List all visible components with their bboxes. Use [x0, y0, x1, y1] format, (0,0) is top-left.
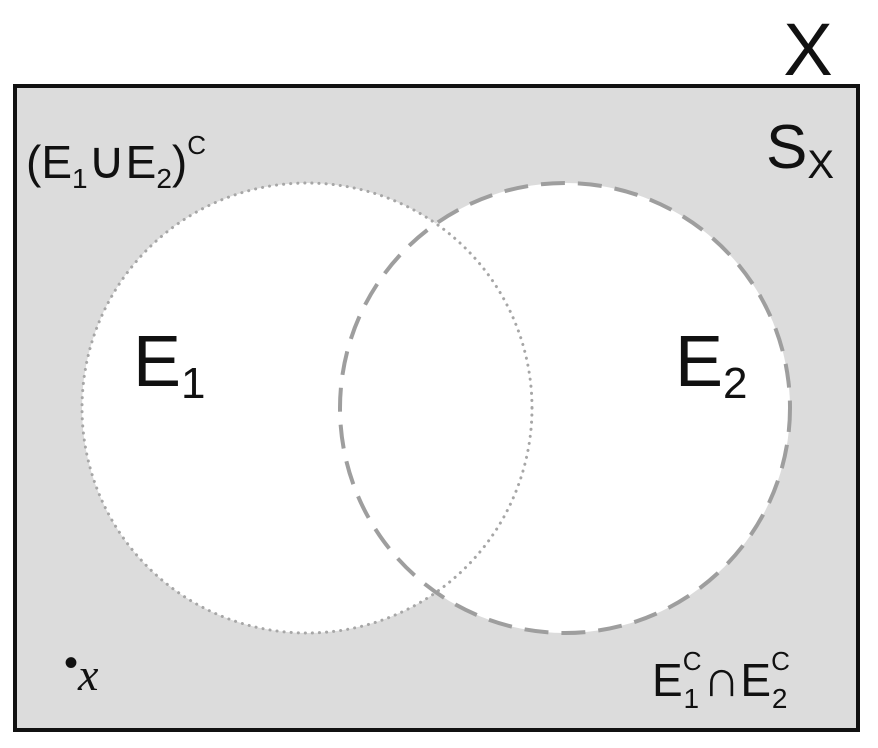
intersection-e1-symbol: E — [652, 654, 683, 706]
union-e2-symbol: E — [126, 136, 157, 188]
open-paren: ( — [26, 136, 42, 188]
event-2-symbol: E — [675, 322, 723, 402]
intersection-e2-subscript: 2 — [772, 683, 788, 714]
intersection-e2-superscript: C — [771, 646, 790, 676]
event-2-outline — [338, 181, 792, 635]
event-1-outline — [80, 181, 534, 635]
union-e1-symbol: E — [41, 136, 72, 188]
intersection-of-complements-label: EC 1∩EC 2 — [652, 646, 790, 714]
close-paren: ) — [172, 136, 187, 188]
union-e2-subscript: 2 — [156, 163, 172, 194]
event-1-symbol: E — [133, 322, 181, 402]
union-complement-superscript: C — [187, 130, 206, 160]
event-1-subscript: 1 — [181, 359, 205, 408]
union-operator: ∪ — [88, 132, 126, 190]
outcome-point-bullet: • — [64, 641, 78, 685]
sample-space-subscript: X — [807, 143, 834, 187]
event-2-label: E2 — [675, 322, 748, 408]
random-variable-label: X — [783, 8, 832, 91]
sample-space-label: SX — [766, 113, 834, 187]
outcome-point-variable: x — [77, 649, 99, 700]
event-2-fill — [340, 183, 790, 633]
sample-space-symbol: S — [766, 113, 807, 182]
complement-of-union-label: (E1∪E2)C — [26, 130, 206, 194]
outcome-point-label: •x — [64, 641, 99, 700]
intersection-e1-subscript: 1 — [683, 683, 699, 714]
intersection-e1-superscript: C — [683, 646, 702, 676]
intersection-operator: ∩ — [703, 650, 740, 708]
union-e1-subscript: 1 — [72, 163, 88, 194]
intersection-e2-symbol: E — [740, 654, 771, 706]
event-1-label: E1 — [133, 322, 206, 408]
event-2-subscript: 2 — [723, 359, 747, 408]
